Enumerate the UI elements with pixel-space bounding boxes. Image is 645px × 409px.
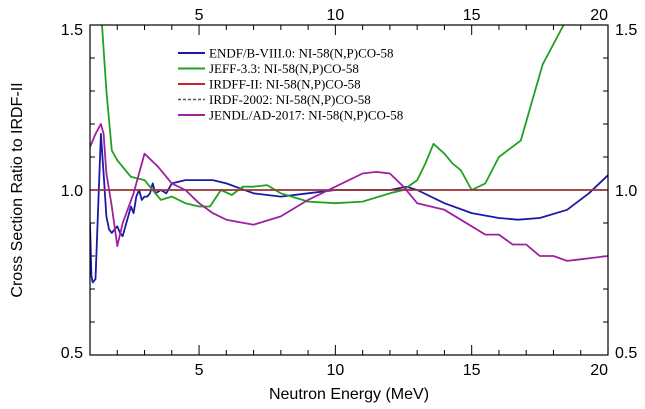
y-tick-label-left: 0.5 [61, 345, 83, 362]
y-tick-label-left: 1.0 [61, 183, 83, 200]
y-axis-title: Cross Section Ratio to IRDF-II [9, 82, 26, 297]
legend-label-0: ENDF/B-VIII.0: NI-58(N,P)CO-58 [209, 46, 394, 61]
y-tick-label-right: 0.5 [615, 345, 637, 362]
legend: ENDF/B-VIII.0: NI-58(N,P)CO-58JEFF-3.3: … [178, 46, 403, 123]
legend-label-3: IRDF-2002: NI-58(N,P)CO-58 [209, 92, 371, 107]
series-line-4 [90, 123, 608, 262]
legend-label-2: IRDFF-II: NI-58(N,P)CO-58 [209, 77, 361, 92]
x-tick-label-bottom: 10 [326, 362, 344, 379]
y-tick-label-right: 1.5 [615, 22, 637, 39]
x-tick-label-bottom: 15 [463, 362, 481, 379]
x-tick-label-bottom: 5 [195, 362, 204, 379]
series-lines [90, 25, 608, 284]
plot-frame [89, 24, 609, 356]
x-tick-label-top: 20 [590, 7, 608, 24]
x-tick-label-top: 5 [195, 7, 204, 24]
x-tick-label-top: 15 [463, 7, 481, 24]
x-axis-title: Neutron Energy (MeV) [269, 386, 429, 403]
y-tick-label-left: 1.5 [61, 22, 83, 39]
y-tick-label-right: 1.0 [615, 183, 637, 200]
x-tick-label-bottom: 20 [590, 362, 608, 379]
tick-labels: 5 5 10 10 15 15 20 20 0.5 0.5 1.0 1.0 1.5 1.5 [61, 7, 638, 379]
legend-label-1: JEFF-3.3: NI-58(N,P)CO-58 [209, 61, 359, 76]
x-tick-label-top: 10 [326, 7, 344, 24]
legend-label-4: JENDL/AD-2017: NI-58(N,P)CO-58 [209, 108, 403, 123]
